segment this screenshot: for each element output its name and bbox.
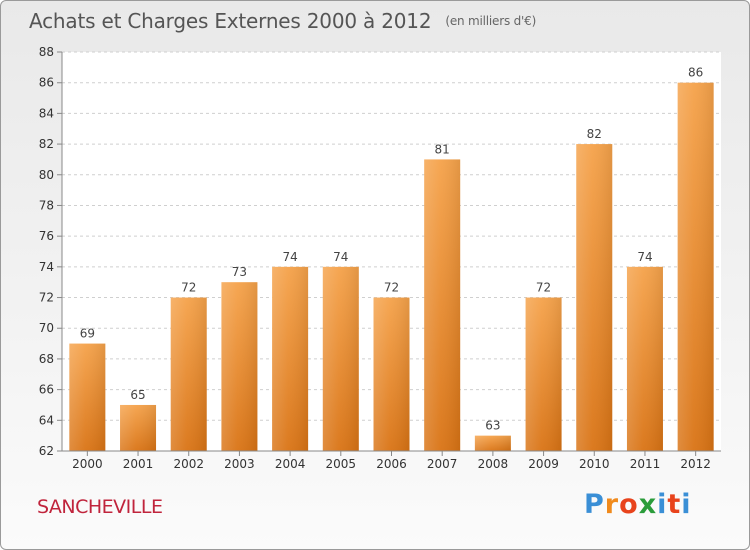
y-tick-label: 80 bbox=[39, 168, 54, 182]
y-tick-label: 88 bbox=[39, 45, 54, 59]
commune-name: SANCHEVILLE bbox=[37, 496, 163, 518]
chart-unit: (en milliers d'€) bbox=[445, 14, 537, 28]
bar-shade bbox=[120, 404, 157, 451]
logo-letter: r bbox=[604, 489, 620, 520]
logo-letter: t bbox=[667, 489, 682, 520]
bar-shade bbox=[69, 343, 106, 451]
logo-letter: i bbox=[657, 489, 668, 520]
x-tick-label: 2000 bbox=[72, 457, 103, 471]
x-tick-label: 2001 bbox=[123, 457, 154, 471]
bar-shade bbox=[170, 297, 207, 451]
y-tick-label: 84 bbox=[39, 106, 54, 120]
bar-shade bbox=[626, 266, 663, 451]
data-label: 82 bbox=[587, 127, 602, 141]
x-tick-label: 2007 bbox=[427, 457, 458, 471]
y-tick-label: 74 bbox=[39, 260, 54, 274]
data-label: 63 bbox=[485, 419, 500, 433]
bar-shade bbox=[474, 435, 511, 451]
logo-letter: x bbox=[638, 489, 658, 520]
data-label: 81 bbox=[435, 142, 450, 156]
x-tick-label: 2012 bbox=[680, 457, 711, 471]
y-tick-label: 82 bbox=[39, 137, 54, 151]
bar-shade bbox=[373, 297, 410, 451]
data-label: 86 bbox=[688, 66, 703, 80]
logo-letter: P bbox=[584, 489, 605, 520]
data-label: 72 bbox=[384, 281, 399, 295]
x-tick-label: 2006 bbox=[376, 457, 407, 471]
x-tick-label: 2004 bbox=[275, 457, 306, 471]
data-label: 73 bbox=[232, 265, 247, 279]
logo-letter: i bbox=[681, 489, 692, 520]
bars: 69 65 72 73 74 74 72 81 63 72 82 74 86 bbox=[69, 66, 714, 452]
data-label: 74 bbox=[333, 250, 348, 264]
bar-shade bbox=[322, 266, 359, 451]
bar-shade bbox=[576, 144, 613, 452]
bar-shade bbox=[525, 297, 562, 451]
bar-shade bbox=[677, 82, 714, 451]
data-label: 72 bbox=[536, 281, 551, 295]
x-tick-label: 2002 bbox=[173, 457, 204, 471]
data-label: 72 bbox=[181, 281, 196, 295]
y-tick-label: 70 bbox=[39, 321, 54, 335]
x-tick-label: 2009 bbox=[528, 457, 559, 471]
bar-shade bbox=[424, 159, 461, 451]
x-tick-label: 2008 bbox=[478, 457, 509, 471]
chart-title: Achats et Charges Externes 2000 à 2012 (e… bbox=[29, 9, 536, 33]
bar-shade bbox=[221, 282, 258, 451]
y-tick-label: 86 bbox=[39, 76, 54, 90]
x-tick-label: 2010 bbox=[579, 457, 610, 471]
x-axis-labels: 2000 2001 2002 2003 2004 2005 2006 2007 2008 2009… bbox=[72, 451, 711, 471]
y-tick-label: 76 bbox=[39, 229, 54, 243]
data-label: 69 bbox=[80, 327, 95, 341]
data-label: 65 bbox=[130, 388, 145, 402]
bar-shade bbox=[272, 266, 309, 451]
data-label: 74 bbox=[282, 250, 297, 264]
y-axis-labels: 62 64 66 68 70 72 74 76 78 80 82 84 86 88 bbox=[39, 45, 54, 458]
x-tick-label: 2005 bbox=[326, 457, 357, 471]
y-tick-label: 68 bbox=[39, 352, 54, 366]
x-tick-label: 2011 bbox=[630, 457, 661, 471]
proxiti-logo[interactable]: Proxiti bbox=[584, 489, 692, 520]
data-label: 74 bbox=[637, 250, 652, 264]
x-tick-label: 2003 bbox=[224, 457, 255, 471]
y-tick-label: 64 bbox=[39, 413, 54, 427]
axes bbox=[61, 52, 721, 452]
y-tick-label: 72 bbox=[39, 291, 54, 305]
logo-letter: o bbox=[619, 489, 639, 520]
y-tick-label: 66 bbox=[39, 383, 54, 397]
y-tick-label: 62 bbox=[39, 444, 54, 458]
y-tick-label: 78 bbox=[39, 198, 54, 212]
chart-title-text: Achats et Charges Externes 2000 à 2012 bbox=[29, 9, 432, 33]
